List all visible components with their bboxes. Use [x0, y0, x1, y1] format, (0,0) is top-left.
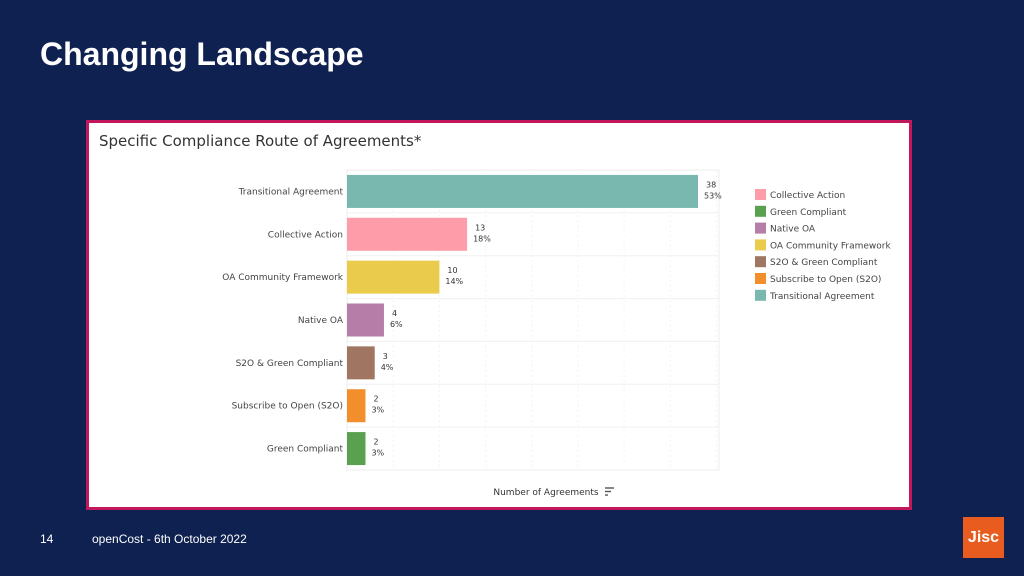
legend-label: Green Compliant	[770, 208, 847, 218]
legend-swatch	[755, 189, 766, 200]
page-number: 14	[40, 532, 54, 546]
legend-swatch	[755, 222, 766, 234]
legend-swatch	[755, 205, 766, 217]
bar	[347, 260, 440, 294]
percent-label: 6%	[390, 320, 403, 329]
percent-label: 53%	[704, 191, 722, 200]
bar	[347, 346, 375, 380]
plot-area	[346, 169, 720, 471]
bar	[347, 303, 384, 337]
bar	[347, 432, 366, 466]
value-label: 13	[475, 223, 485, 232]
value-label: 3	[383, 352, 388, 361]
legend-label: Subscribe to Open (S2O)	[770, 275, 881, 285]
percent-label: 3%	[371, 449, 384, 458]
footer-text: openCost - 6th October 2022	[92, 532, 247, 546]
slide-title: Changing Landscape	[40, 36, 364, 72]
value-label: 38	[706, 180, 716, 189]
category-label: S2O & Green Compliant	[236, 359, 344, 369]
bar	[347, 389, 366, 423]
category-label: Subscribe to Open (S2O)	[232, 402, 343, 412]
bar	[347, 217, 468, 251]
legend-label: OA Community Framework	[770, 241, 892, 251]
category-label: OA Community Framework	[222, 273, 344, 283]
percent-label: 4%	[381, 363, 394, 372]
category-label: Transitional Agreement	[238, 187, 344, 197]
bar-chart: Transitional Agreement 38 53% Collective Ac…	[222, 169, 892, 498]
legend-swatch	[755, 273, 766, 284]
category-label: Native OA	[298, 316, 344, 326]
x-axis-label: Number of Agreements	[493, 488, 599, 498]
percent-label: 18%	[473, 234, 491, 243]
legend-swatch	[755, 256, 766, 268]
bar	[347, 174, 698, 208]
category-label: Collective Action	[268, 230, 343, 240]
legend-label: S2O & Green Compliant	[770, 258, 878, 268]
legend-label: Collective Action	[770, 191, 845, 201]
legend-label: Native OA	[770, 225, 816, 235]
category-label: Green Compliant	[267, 445, 344, 455]
percent-label: 3%	[371, 406, 384, 415]
legend-swatch	[755, 289, 766, 301]
value-label: 4	[392, 309, 397, 318]
value-label: 2	[373, 395, 378, 404]
percent-label: 14%	[445, 277, 463, 286]
jisc-logo: Jisc	[963, 517, 1004, 558]
chart-frame: Specific Compliance Route of Agreements*…	[86, 120, 912, 510]
value-label: 10	[447, 266, 457, 275]
legend-label: Transitional Agreement	[769, 292, 875, 302]
legend-swatch	[755, 239, 766, 251]
chart-title: Specific Compliance Route of Agreements*	[99, 132, 422, 150]
value-label: 2	[373, 438, 378, 447]
